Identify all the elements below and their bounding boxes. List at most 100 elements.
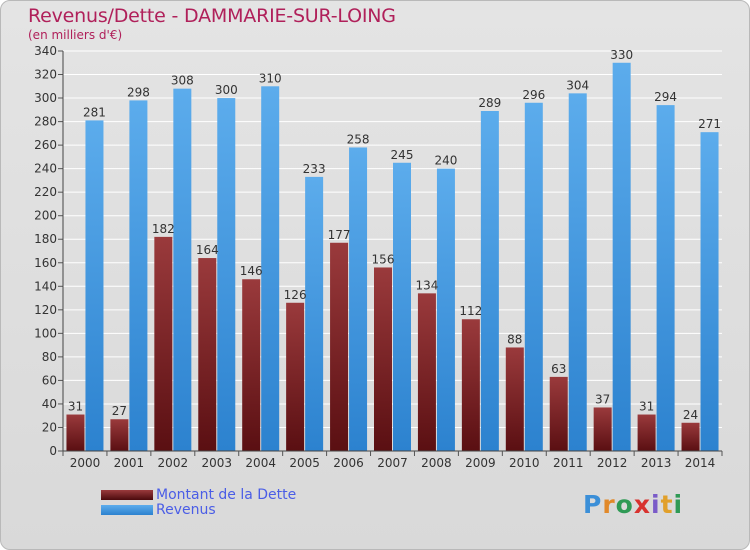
data-label-revenus: 296 bbox=[522, 88, 545, 102]
bar-revenus bbox=[129, 100, 148, 451]
y-tick-label: 220 bbox=[34, 185, 57, 199]
bar-debt bbox=[417, 293, 436, 451]
data-label-debt: 37 bbox=[595, 392, 610, 406]
x-tick-label: 2005 bbox=[289, 456, 320, 470]
data-label-revenus: 289 bbox=[478, 96, 501, 110]
chart-subtitle: (en milliers d'€) bbox=[28, 28, 123, 42]
x-tick-label: 2004 bbox=[245, 456, 276, 470]
y-tick-label: 200 bbox=[34, 209, 57, 223]
x-tick-label: 2001 bbox=[114, 456, 145, 470]
bar-revenus bbox=[568, 93, 587, 452]
x-tick-label: 2002 bbox=[158, 456, 189, 470]
bar-revenus bbox=[261, 86, 280, 451]
bar-debt bbox=[330, 242, 349, 451]
x-tick-label: 2013 bbox=[641, 456, 672, 470]
data-label-revenus: 258 bbox=[347, 132, 370, 146]
bar-revenus bbox=[480, 111, 499, 451]
bar-revenus bbox=[349, 147, 368, 451]
proxiti-logo: Proxiti bbox=[583, 490, 684, 519]
data-label-revenus: 240 bbox=[434, 154, 457, 168]
data-label-debt: 112 bbox=[459, 304, 482, 318]
y-tick-label: 160 bbox=[34, 256, 57, 270]
bar-revenus bbox=[217, 98, 236, 451]
data-label-revenus: 298 bbox=[127, 85, 150, 99]
bar-debt bbox=[198, 258, 217, 451]
x-tick-label: 2007 bbox=[377, 456, 408, 470]
data-label-revenus: 330 bbox=[610, 48, 633, 62]
x-tick-label: 2010 bbox=[509, 456, 540, 470]
bar-debt bbox=[286, 302, 305, 451]
data-label-revenus: 310 bbox=[259, 71, 282, 85]
legend-swatch-revenus bbox=[101, 505, 153, 515]
y-tick-label: 280 bbox=[34, 115, 57, 129]
x-tick-label: 2008 bbox=[421, 456, 452, 470]
legend-label-debt: Montant de la Dette bbox=[156, 487, 297, 503]
bar-revenus bbox=[436, 168, 455, 451]
data-label-debt: 134 bbox=[415, 278, 438, 292]
data-label-debt: 164 bbox=[196, 243, 219, 257]
bar-debt bbox=[110, 419, 129, 451]
y-tick-label: 260 bbox=[34, 138, 57, 152]
bar-debt bbox=[242, 279, 261, 451]
bar-debt bbox=[66, 414, 85, 451]
bar-debt bbox=[461, 319, 480, 451]
data-label-revenus: 294 bbox=[654, 90, 677, 104]
bar-debt bbox=[593, 407, 612, 451]
data-label-debt: 156 bbox=[372, 252, 395, 266]
bar-debt bbox=[154, 236, 173, 451]
x-tick-label: 2014 bbox=[685, 456, 716, 470]
y-tick-label: 320 bbox=[34, 68, 57, 82]
y-tick-label: 180 bbox=[34, 232, 57, 246]
y-tick-label: 20 bbox=[42, 420, 57, 434]
y-tick-label: 0 bbox=[49, 444, 57, 458]
bar-revenus bbox=[85, 120, 104, 451]
bar-debt bbox=[505, 347, 524, 451]
data-label-debt: 146 bbox=[240, 264, 263, 278]
bar-revenus bbox=[700, 132, 719, 452]
bar-revenus bbox=[305, 176, 324, 451]
y-tick-label: 300 bbox=[34, 91, 57, 105]
bar-debt bbox=[374, 267, 392, 451]
legend-swatch-debt bbox=[101, 490, 153, 500]
x-tick-label: 2000 bbox=[70, 456, 101, 470]
x-tick-label: 2003 bbox=[201, 456, 232, 470]
bar-debt bbox=[681, 422, 700, 451]
y-tick-label: 100 bbox=[34, 326, 57, 340]
bar-debt bbox=[637, 414, 656, 451]
data-label-debt: 88 bbox=[507, 332, 522, 346]
x-tick-label: 2006 bbox=[333, 456, 364, 470]
y-tick-label: 240 bbox=[34, 162, 57, 176]
data-label-revenus: 233 bbox=[303, 162, 326, 176]
data-label-revenus: 304 bbox=[566, 78, 589, 92]
data-label-debt: 31 bbox=[639, 400, 654, 414]
data-label-revenus: 281 bbox=[83, 105, 106, 119]
data-label-revenus: 245 bbox=[391, 148, 414, 162]
y-tick-label: 60 bbox=[42, 373, 57, 387]
x-tick-label: 2011 bbox=[553, 456, 584, 470]
data-label-revenus: 308 bbox=[171, 74, 194, 88]
bar-revenus bbox=[173, 88, 192, 451]
data-label-debt: 182 bbox=[152, 222, 175, 236]
y-tick-label: 80 bbox=[42, 350, 57, 364]
data-label-revenus: 271 bbox=[698, 117, 721, 131]
y-tick-label: 120 bbox=[34, 303, 57, 317]
chart-title: Revenus/Dette - DAMMARIE-SUR-LOING bbox=[28, 5, 396, 27]
data-label-debt: 63 bbox=[551, 362, 566, 376]
x-tick-label: 2012 bbox=[597, 456, 628, 470]
data-label-debt: 177 bbox=[328, 228, 351, 242]
bar-revenus bbox=[612, 62, 631, 451]
data-label-revenus: 300 bbox=[215, 83, 238, 97]
y-tick-label: 340 bbox=[34, 44, 57, 58]
data-label-debt: 27 bbox=[112, 404, 127, 418]
bar-debt bbox=[549, 376, 568, 451]
legend-label-revenus: Revenus bbox=[156, 502, 216, 518]
data-label-debt: 126 bbox=[284, 288, 307, 302]
y-tick-label: 40 bbox=[42, 397, 57, 411]
bar-revenus bbox=[656, 105, 675, 451]
y-tick-label: 140 bbox=[34, 279, 57, 293]
x-tick-label: 2009 bbox=[465, 456, 496, 470]
data-label-debt: 24 bbox=[683, 408, 698, 422]
bar-revenus bbox=[524, 102, 543, 451]
